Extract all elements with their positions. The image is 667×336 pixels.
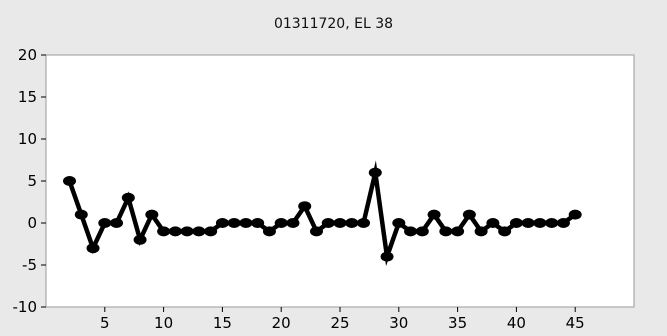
data-point <box>98 218 112 228</box>
data-point <box>274 218 288 228</box>
data-point <box>462 209 476 220</box>
data-point <box>239 218 253 228</box>
data-point <box>486 218 500 228</box>
y-tick-label: 15 <box>18 88 37 106</box>
data-point <box>133 234 147 245</box>
data-point <box>215 218 229 228</box>
data-point <box>439 226 453 237</box>
data-point <box>86 243 100 254</box>
data-point <box>545 218 559 228</box>
x-tick-label: 15 <box>213 314 232 332</box>
plot-area <box>45 54 635 308</box>
data-point <box>262 226 276 237</box>
x-tick-label: 20 <box>272 314 291 332</box>
data-point <box>521 218 535 228</box>
data-point <box>168 226 182 237</box>
x-tick-label: 45 <box>566 314 585 332</box>
x-tick-label: 25 <box>330 314 349 332</box>
y-tick-label: -5 <box>22 256 37 274</box>
data-point <box>145 209 159 220</box>
data-point <box>157 226 171 237</box>
data-point <box>474 226 488 237</box>
data-point <box>309 226 323 237</box>
x-tick-label: 40 <box>507 314 526 332</box>
data-point <box>392 218 406 228</box>
data-point <box>192 226 206 237</box>
y-tick-label: -10 <box>13 298 38 316</box>
data-point <box>568 209 582 220</box>
data-point <box>509 218 523 228</box>
data-point <box>451 226 465 237</box>
data-point <box>357 218 371 228</box>
data-point <box>121 192 135 203</box>
data-point <box>227 218 241 228</box>
data-point <box>498 226 512 237</box>
data-point <box>415 226 429 237</box>
data-point <box>74 209 88 220</box>
chart-title: 01311720, EL 38 <box>273 16 394 32</box>
data-point <box>298 201 312 212</box>
axes: 20 15 10 5 0 -5 -10 5 10 15 20 25 30 35 40 45 <box>13 46 585 332</box>
y-tick-label: 20 <box>18 46 37 64</box>
data-point <box>333 218 347 228</box>
data-point <box>286 218 300 228</box>
x-tick-label: 30 <box>389 314 408 332</box>
data-point <box>204 226 218 237</box>
data-point <box>251 218 265 228</box>
x-tick-label: 35 <box>448 314 467 332</box>
data-point <box>427 209 441 220</box>
y-tick-label: 5 <box>27 172 37 190</box>
data-point <box>321 218 335 228</box>
data-point <box>380 251 394 262</box>
series-layer <box>63 160 582 267</box>
data-point <box>63 176 77 186</box>
y-tick-label: 10 <box>18 130 37 148</box>
data-point <box>556 218 570 228</box>
x-tick-label: 5 <box>100 314 110 332</box>
x-tick-label: 10 <box>154 314 173 332</box>
data-point <box>345 218 359 228</box>
data-point <box>533 218 547 228</box>
data-point <box>404 226 418 237</box>
data-point <box>368 167 382 178</box>
data-point <box>110 218 124 228</box>
data-point <box>180 226 194 237</box>
y-tick-label: 0 <box>27 214 37 232</box>
